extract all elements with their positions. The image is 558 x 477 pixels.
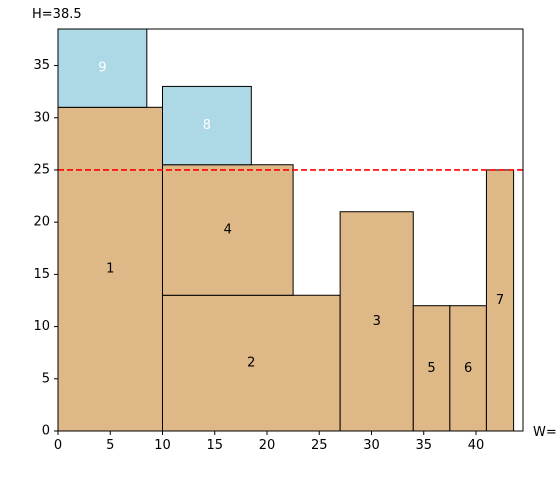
y-tick-label: 35 xyxy=(33,58,50,73)
rect-label-2: 2 xyxy=(247,356,255,371)
y-tick-label: 25 xyxy=(33,162,50,177)
x-tick-label: 5 xyxy=(106,438,114,453)
rect-8 xyxy=(161,85,252,166)
height-label: H=38.5 xyxy=(32,7,82,22)
x-tick-label: 30 xyxy=(363,438,380,453)
rect-label-3: 3 xyxy=(373,314,381,329)
rect-4 xyxy=(161,164,294,296)
rect-label-9: 9 xyxy=(98,61,106,76)
y-tick-label: 10 xyxy=(33,319,50,334)
plot-frame xyxy=(57,28,524,432)
x-tick-label: 0 xyxy=(54,438,62,453)
y-tick-label: 30 xyxy=(33,110,50,125)
rect-label-4: 4 xyxy=(224,223,232,238)
x-tick-label: 15 xyxy=(206,438,223,453)
y-tick-label: 15 xyxy=(33,267,50,282)
y-tick-label: 20 xyxy=(33,215,50,230)
rect-label-1: 1 xyxy=(106,262,114,277)
y-axis: 0 5 10 15 20 25 30 35 xyxy=(33,58,58,439)
y-tick-label: 5 xyxy=(42,371,50,386)
rect-6 xyxy=(449,305,487,432)
x-axis: 0 5 10 15 20 25 30 35 40 xyxy=(54,431,484,453)
x-tick-label: 25 xyxy=(311,438,328,453)
x-tick-label: 35 xyxy=(415,438,432,453)
x-tick-label: 20 xyxy=(259,438,276,453)
rect-label-6: 6 xyxy=(464,361,472,376)
rect-2 xyxy=(161,294,341,432)
rect-label-8: 8 xyxy=(203,118,211,133)
rect-label-7: 7 xyxy=(496,293,504,308)
rectangles-layer: 1 2 3 4 5 6 7 8 9 xyxy=(57,28,515,432)
x-tick-label: 10 xyxy=(154,438,171,453)
y-tick-label: 0 xyxy=(42,424,50,439)
rect-label-5: 5 xyxy=(427,361,435,376)
width-label: W= xyxy=(533,425,557,440)
x-tick-label: 40 xyxy=(468,438,485,453)
rect-1 xyxy=(57,106,163,432)
rect-3 xyxy=(339,211,414,432)
